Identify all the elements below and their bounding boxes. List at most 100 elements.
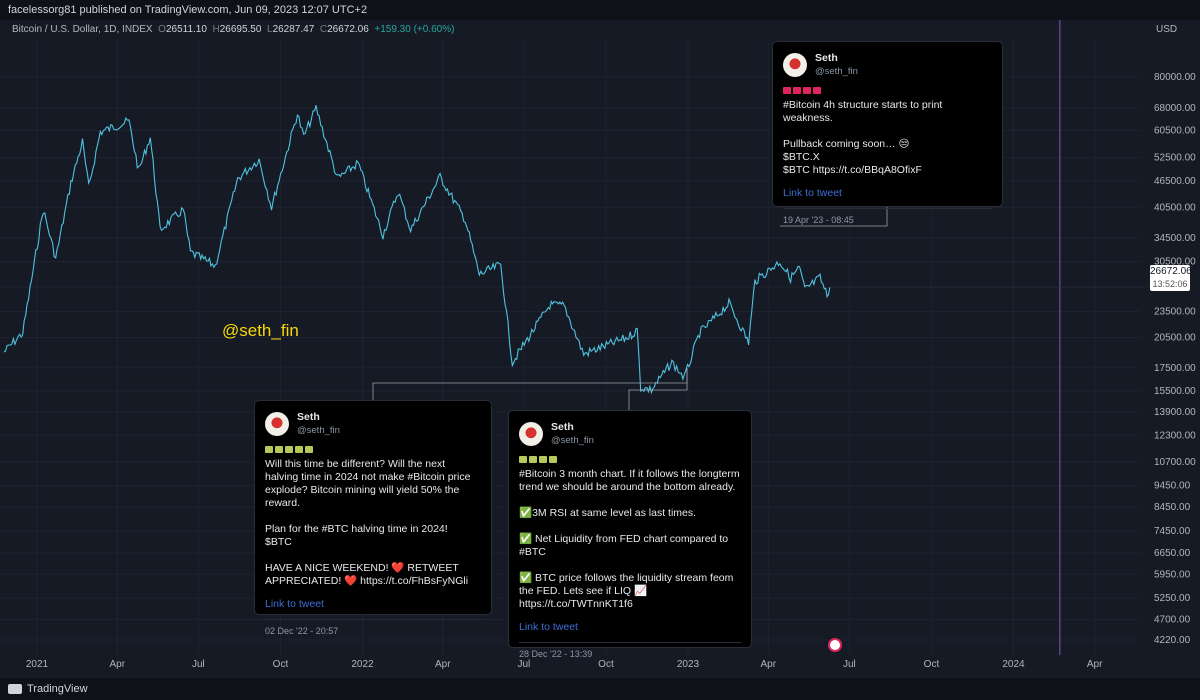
low-value: 26287.47	[272, 24, 315, 35]
tweet-paragraph: HAVE A NICE WEEKEND! ❤️ RETWEET APPRECIA…	[265, 562, 469, 587]
link-to-tweet[interactable]: Link to tweet	[265, 598, 324, 610]
money-icon-row	[519, 453, 741, 466]
y-tick-label: 34500.00	[1154, 233, 1196, 244]
y-tick-label: 80000.00	[1154, 72, 1196, 83]
tweet-paragraph: Pullback coming soon… 😒 $BTC.X $BTC http…	[783, 138, 922, 176]
y-tick-label: 7450.00	[1154, 526, 1191, 537]
last-price-value: 26672.06	[1150, 266, 1192, 277]
x-tick-label: Apr	[109, 659, 125, 670]
tweet-author-name: Seth	[551, 421, 574, 433]
tweet-date: 19 Apr '23 - 08:45	[783, 208, 992, 227]
x-tick-label: Jul	[192, 659, 205, 670]
tweet-paragraph: ✅3M RSI at same level as last times.	[519, 507, 697, 519]
tweet-paragraph: Plan for the #BTC halving time in 2024! …	[265, 523, 448, 548]
tweet-card[interactable]: Seth @seth_fin #Bitcoin 4h structure sta…	[772, 41, 1003, 225]
tweet-paragraph: ✅ BTC price follows the liquidity stream…	[519, 572, 734, 610]
close-label: C	[319, 24, 328, 35]
footer-bar: TradingView	[0, 678, 1200, 700]
close-value: 26672.06	[327, 24, 369, 35]
link-to-tweet[interactable]: Link to tweet	[519, 621, 578, 633]
siren-icon	[783, 86, 791, 94]
avatar	[783, 53, 807, 77]
money-icon	[285, 445, 293, 453]
y-tick-label: 23500.00	[1154, 306, 1196, 317]
high-value: 26695.50	[219, 24, 262, 35]
y-tick-label: 20500.00	[1154, 333, 1196, 344]
tweet-paragraph: #Bitcoin 3 month chart. If it follows th…	[519, 468, 740, 493]
money-icon	[539, 455, 547, 463]
y-tick-label: 12300.00	[1154, 430, 1196, 441]
change-value: +159.30 (+0.60%)	[374, 24, 455, 35]
btc-price-line	[3, 105, 831, 395]
high-label: H	[212, 24, 220, 35]
y-tick-label: 68000.00	[1154, 103, 1196, 114]
x-tick-label: 2023	[677, 659, 700, 670]
tweet-author-name: Seth	[297, 411, 320, 423]
open-value: 26511.10	[165, 24, 207, 35]
link-to-tweet[interactable]: Link to tweet	[783, 187, 842, 199]
money-icon	[295, 445, 303, 453]
y-tick-label: 4700.00	[1154, 614, 1191, 625]
avatar	[519, 422, 543, 446]
tweet-date: 28 Dec '22 - 13:39	[519, 642, 741, 661]
y-tick-label: 10700.00	[1154, 457, 1196, 468]
tweet-paragraph: Will this time be different? Will the ne…	[265, 458, 471, 509]
tweet-paragraph: #Bitcoin 4h structure starts to print we…	[783, 99, 943, 124]
bar-countdown: 13:52:06	[1152, 279, 1188, 289]
tweet-card[interactable]: Seth @seth_fin Will this time be differe…	[254, 400, 492, 636]
y-tick-label: 13900.00	[1154, 407, 1196, 418]
tweet-card[interactable]: Seth @seth_fin #Bitcoin 3 month chart. I…	[508, 410, 752, 659]
y-tick-label: 5950.00	[1154, 569, 1191, 580]
y-tick-label: 46500.00	[1154, 176, 1196, 187]
y-tick-label: 4220.00	[1154, 635, 1191, 646]
tweet-connector-line	[628, 368, 688, 410]
y-tick-label: 52500.00	[1154, 153, 1196, 164]
y-axis-unit: USD	[1156, 24, 1177, 35]
y-tick-label: 17500.00	[1154, 363, 1196, 374]
y-tick-label: 8450.00	[1154, 502, 1191, 513]
y-tick-label: 6650.00	[1154, 548, 1191, 559]
y-tick-label: 40500.00	[1154, 202, 1196, 213]
y-tick-label: 9450.00	[1154, 481, 1191, 492]
x-tick-label: Apr	[1087, 659, 1103, 670]
x-tick-label: Oct	[273, 659, 289, 670]
symbol-name: Bitcoin / U.S. Dollar, 1D, INDEX	[12, 24, 153, 35]
y-tick-label: 5250.00	[1154, 593, 1191, 604]
money-icon	[519, 455, 527, 463]
last-price-tag: 26672.06 13:52:06	[1150, 265, 1192, 291]
tradingview-logo-icon	[8, 684, 22, 695]
y-tick-label: 60500.00	[1154, 125, 1196, 136]
publisher-text: facelessorg81 published on TradingView.c…	[8, 4, 368, 16]
money-icon	[265, 445, 273, 453]
x-tick-label: 2021	[26, 659, 49, 670]
tweet-author-handle: @seth_fin	[551, 435, 594, 446]
x-tick-label: Jul	[843, 659, 856, 670]
money-icon	[305, 445, 313, 453]
low-label: L	[267, 24, 273, 35]
x-tick-label: Apr	[760, 659, 776, 670]
siren-icon	[793, 86, 801, 94]
y-tick-label: 15500.00	[1154, 386, 1196, 397]
open-label: O	[158, 24, 166, 35]
money-icon	[275, 445, 283, 453]
tweet-author-name: Seth	[815, 52, 838, 64]
x-tick-label: Oct	[598, 659, 614, 670]
watermark-handle: @seth_fin	[222, 321, 299, 340]
siren-icon	[813, 86, 821, 94]
x-tick-label: 2022	[351, 659, 374, 670]
us-flag-event-icon[interactable]	[828, 638, 842, 652]
siren-icon-row	[783, 84, 992, 97]
published-by-header: facelessorg81 published on TradingView.c…	[0, 0, 1200, 20]
x-tick-label: Apr	[435, 659, 451, 670]
avatar	[265, 412, 289, 436]
footer-brand[interactable]: TradingView	[27, 683, 88, 695]
money-icon-row	[265, 443, 481, 456]
siren-icon	[803, 86, 811, 94]
x-tick-label: Jul	[518, 659, 531, 670]
tweet-date: 02 Dec '22 - 20:57	[265, 619, 481, 638]
tweet-paragraph: ✅ Net Liquidity from FED chart compared …	[519, 533, 729, 558]
tweet-author-handle: @seth_fin	[815, 66, 858, 77]
x-tick-label: 2024	[1002, 659, 1025, 670]
tweet-connector-line	[780, 207, 888, 227]
y-tick-label: 30500.00	[1154, 257, 1196, 268]
